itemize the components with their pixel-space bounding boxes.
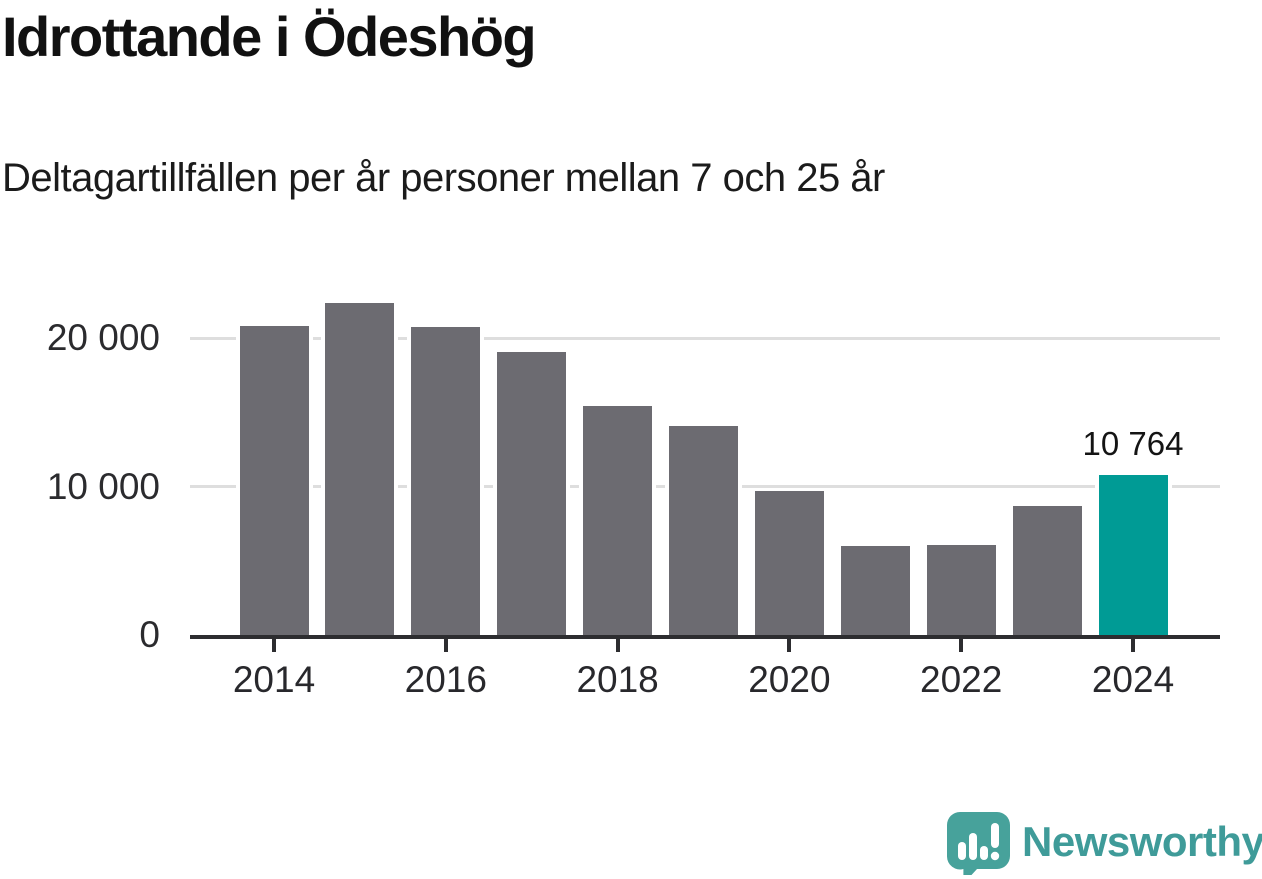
bar [836,545,914,635]
bar [407,326,485,635]
y-tick-label: 0 [139,614,160,655]
x-tick [443,639,448,652]
logo-exclamation-stem [991,823,999,848]
x-tick [615,639,620,652]
x-tick-label: 2014 [232,659,316,700]
y-tick-label: 10 000 [46,465,160,507]
logo-bar-2 [969,833,977,860]
bar [922,545,1000,635]
y-tick-label: 20 000 [46,317,160,358]
chart-title: Idrottande i Ödeshög [2,5,537,68]
x-tick [787,639,792,652]
gridline [190,336,1220,340]
chart-subtitle: Deltagartillfällen per år personer mella… [2,156,885,200]
x-tick-label: 2016 [404,659,487,700]
x-axis-line [190,635,1220,639]
bar [493,352,571,635]
newsworthy-logo-icon [947,812,1010,875]
brand-name: Newsworthy [1022,818,1262,865]
x-tick-label: 2018 [576,659,659,700]
x-tick-label: 2020 [748,659,831,700]
logo-bar-3 [980,846,988,860]
bar [235,326,313,635]
bar-highlighted [1094,475,1172,635]
bar-value-label: 10 764 [1082,425,1184,463]
bar [1008,505,1086,635]
logo-bar-1 [958,842,966,860]
x-tick-label: 2022 [920,659,1003,700]
x-tick-label: 2024 [1091,659,1175,700]
footer-brand: Newsworthy [947,812,1262,876]
logo-exclamation-dot [990,851,1000,861]
bar [665,425,742,635]
bar [321,303,399,635]
bar [579,406,657,635]
x-tick [959,639,964,652]
x-tick [272,639,276,652]
bar [750,490,828,635]
x-tick [1131,639,1135,652]
